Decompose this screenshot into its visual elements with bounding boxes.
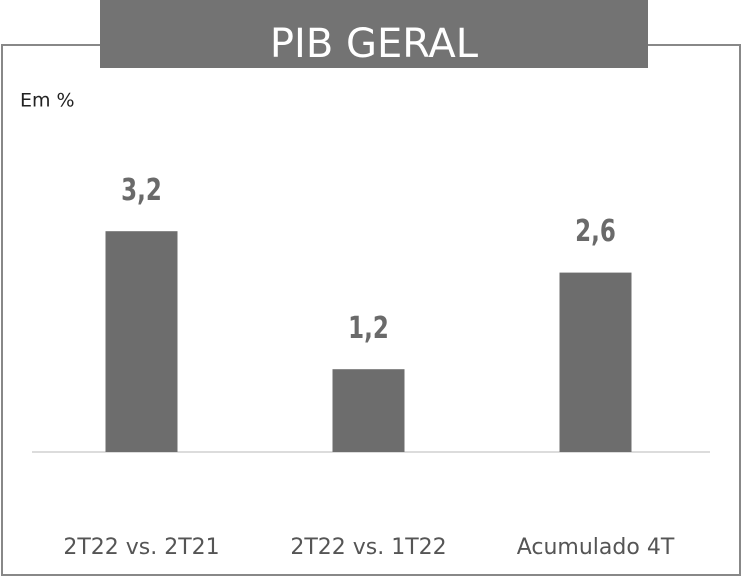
bar [559,272,632,452]
bar [332,369,405,452]
x-tick-label: Acumulado 4T [517,535,675,560]
x-tick-label: 2T22 vs. 1T22 [290,535,446,560]
title-box [100,0,648,68]
chart-title: PIB GERAL [270,21,479,67]
x-tick-label: 2T22 vs. 2T21 [63,535,219,560]
data-label: 1,2 [348,310,389,346]
unit-label: Em % [20,90,75,112]
bar [105,231,178,452]
data-label: 2,6 [575,213,616,249]
data-label: 3,2 [121,172,162,208]
